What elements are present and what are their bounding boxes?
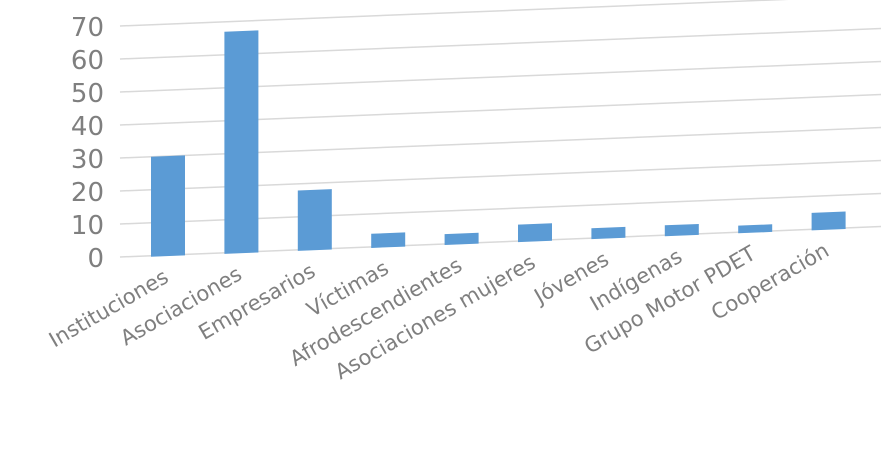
y-tick-label: 20 — [71, 178, 104, 208]
bars — [151, 30, 846, 257]
bar-grupo-motor-pdet — [738, 224, 773, 234]
y-tick-label: 60 — [71, 46, 104, 76]
y-tick-label: 30 — [71, 145, 104, 175]
y-tick-label: 40 — [71, 112, 104, 142]
y-tick-label: 70 — [71, 13, 104, 43]
bar-instituciones — [151, 155, 185, 257]
bar-jóvenes — [591, 226, 626, 240]
x-tick-label: Cooperación — [707, 238, 833, 325]
bar-cooperación — [811, 211, 846, 231]
y-tick-label: 0 — [87, 244, 104, 274]
y-tick-label: 10 — [71, 211, 104, 241]
bar-afrodescendientes — [444, 232, 479, 246]
x-tick-label: Empresarios — [195, 259, 320, 345]
bar-indígenas — [664, 223, 699, 237]
bar-empresarios — [297, 189, 332, 251]
bar-asociaciones — [224, 30, 259, 254]
x-axis: InstitucionesAsociacionesEmpresariosVíct… — [45, 238, 833, 384]
y-tick-label: 50 — [71, 79, 104, 109]
bar-víctimas — [371, 232, 406, 248]
gridline-70 — [119, 0, 789, 27]
bar-asociaciones-mujeres — [518, 223, 552, 243]
